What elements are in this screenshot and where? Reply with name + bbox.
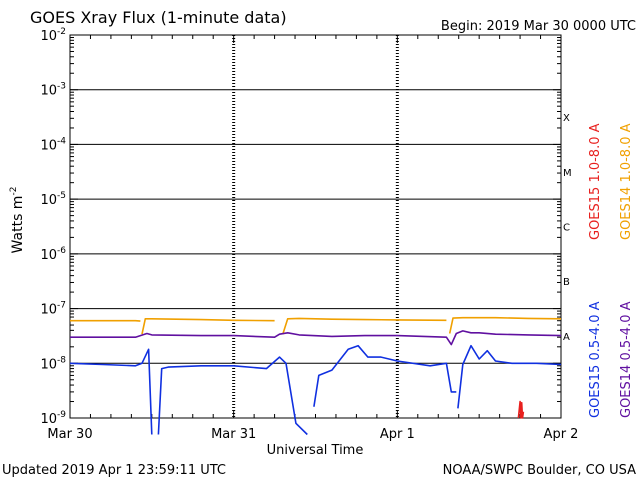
- legend: GOES15 1.0-8.0 A GOES14 1.0-8.0 A GOES15…: [588, 123, 634, 418]
- flare-class-a: A: [563, 332, 570, 343]
- series-line-2-segment-0: [69, 348, 153, 435]
- flare-class-m: M: [563, 168, 572, 179]
- series-line-0-segment-0: [517, 400, 525, 419]
- x-tick-label: Mar 31: [211, 427, 256, 442]
- y-tick-base: 10: [40, 303, 57, 318]
- series-line-1-segment-2: [282, 317, 447, 335]
- x-tick-label: Apr 1: [380, 427, 415, 442]
- y-axis-label-text: Watts m: [10, 196, 26, 254]
- y-tick-label: 10-2: [40, 27, 66, 44]
- y-tick-exponent: -4: [57, 136, 66, 146]
- series-line-2-segment-3: [457, 344, 562, 409]
- y-axis-label: Watts m-2: [9, 187, 26, 254]
- x-tick-label: Apr 2: [544, 427, 579, 442]
- y-tick-exponent: -5: [57, 191, 66, 201]
- y-tick-base: 10: [40, 193, 57, 208]
- y-tick-exponent: -9: [57, 410, 66, 420]
- y-tick-base: 10: [40, 138, 57, 153]
- y-axis: 10-910-810-710-610-510-410-310-2: [40, 27, 561, 427]
- y-tick-label: 10-8: [40, 355, 66, 372]
- y-tick-label: 10-7: [40, 301, 66, 318]
- y-tick-exponent: -7: [57, 301, 66, 311]
- flare-class-x: X: [563, 113, 570, 124]
- flare-class-labels: A B C M X: [563, 113, 572, 343]
- y-axis-label-exponent: -2: [9, 187, 19, 196]
- y-tick-base: 10: [40, 357, 57, 372]
- y-tick-label: 10-5: [40, 191, 66, 208]
- legend-goes15-long: GOES15 1.0-8.0 A: [588, 123, 603, 240]
- grid: [70, 35, 561, 418]
- x-axis: Mar 30 Mar 31 Apr 1 Apr 2: [47, 35, 578, 442]
- y-tick-exponent: -6: [57, 246, 66, 256]
- series-line-2-segment-2: [313, 344, 457, 407]
- begin-date: Begin: 2019 Mar 30 0000 UTC: [441, 19, 636, 34]
- series-line-1-segment-1: [141, 317, 275, 335]
- y-tick-label: 10-4: [40, 136, 66, 153]
- x-axis-label: Universal Time: [267, 443, 364, 458]
- y-tick-base: 10: [40, 29, 57, 44]
- y-tick-label: 10-3: [40, 82, 66, 99]
- updated-timestamp: Updated 2019 Apr 1 23:59:11 UTC: [2, 463, 226, 478]
- series-line-1-segment-3: [448, 316, 562, 334]
- chart-title: GOES Xray Flux (1-minute data): [30, 8, 287, 27]
- flare-class-b: B: [563, 277, 570, 288]
- x-tick-label: Mar 30: [47, 427, 92, 442]
- y-tick-base: 10: [40, 248, 57, 263]
- y-tick-label: 10-6: [40, 246, 66, 263]
- legend-goes15-short: GOES15 0.5-4.0 A: [588, 301, 603, 418]
- y-tick-base: 10: [40, 412, 57, 427]
- y-tick-exponent: -3: [57, 82, 66, 92]
- y-tick-exponent: -2: [57, 27, 66, 37]
- svg-text:Watts m-2: Watts m-2: [9, 187, 26, 254]
- legend-goes14-long: GOES14 1.0-8.0 A: [619, 123, 634, 240]
- y-tick-label: 10-9: [40, 410, 66, 427]
- series-line-2-segment-1: [157, 356, 308, 436]
- flare-class-c: C: [563, 223, 570, 234]
- y-tick-base: 10: [40, 84, 57, 99]
- series-lines: [69, 316, 562, 436]
- legend-goes14-short: GOES14 0.5-4.0 A: [619, 301, 634, 418]
- y-tick-exponent: -8: [57, 355, 66, 365]
- series-line-3-segment-0: [70, 330, 562, 346]
- source-credit: NOAA/SWPC Boulder, CO USA: [443, 463, 636, 478]
